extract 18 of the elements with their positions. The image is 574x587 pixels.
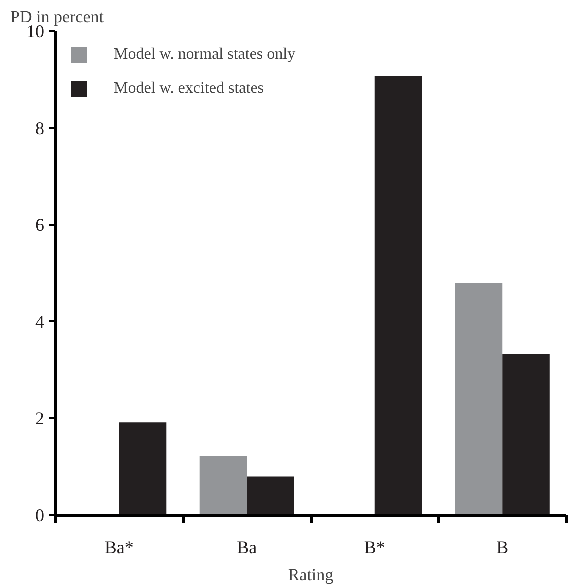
bar <box>119 422 167 516</box>
y-tick-label: 8 <box>36 118 44 138</box>
x-axis-title: Rating <box>288 566 334 584</box>
x-tick-label: B <box>496 538 509 558</box>
bar <box>455 283 503 516</box>
bar <box>200 456 248 516</box>
y-tick-label: 4 <box>36 312 44 332</box>
y-tick-label: 0 <box>36 506 44 526</box>
bar <box>247 476 294 516</box>
bar <box>502 354 550 516</box>
x-tick-label: B* <box>364 538 386 558</box>
y-tick-label: 2 <box>36 408 44 429</box>
legend-label: Model w. normal states only <box>114 46 296 64</box>
x-tick-label: Ba* <box>104 538 134 558</box>
legend-label: Model w. excited states <box>114 80 264 98</box>
bar <box>374 76 422 516</box>
x-tick-label: Ba <box>237 538 258 558</box>
y-tick-label: 6 <box>36 215 44 236</box>
